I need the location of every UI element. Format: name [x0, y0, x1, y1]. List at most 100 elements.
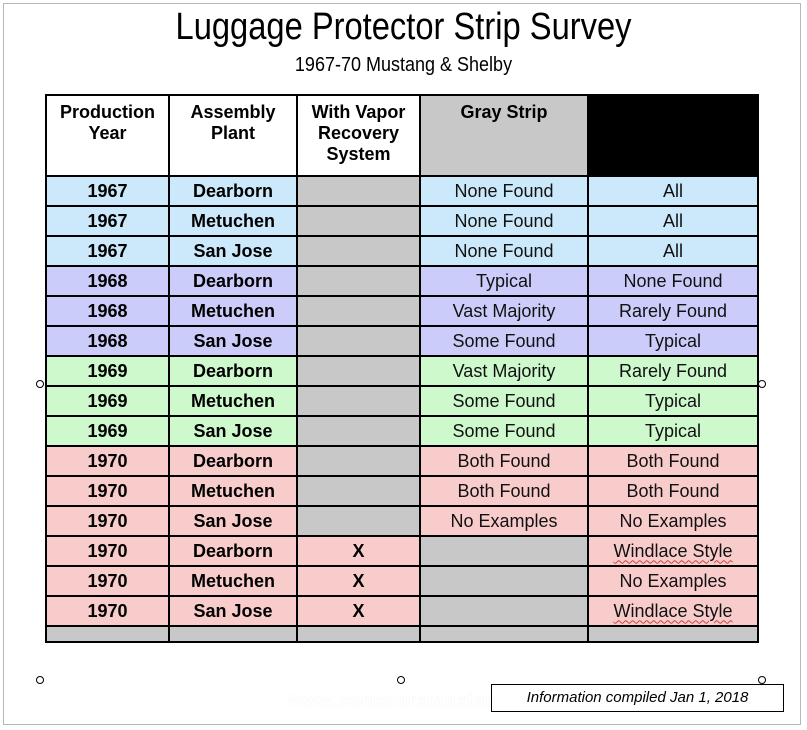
- empty-cell: [419, 625, 589, 643]
- vapor-cell: X: [296, 565, 421, 597]
- year-cell: 1967: [45, 205, 170, 237]
- black-strip-cell: Both Found: [587, 445, 759, 477]
- gray-strip-cell: Vast Majority: [419, 295, 589, 327]
- resize-handle-right-middle[interactable]: [758, 380, 766, 388]
- resize-handle-left-middle[interactable]: [36, 380, 44, 388]
- vapor-cell: [296, 505, 421, 537]
- plant-cell: San Jose: [168, 325, 298, 357]
- plant-cell: San Jose: [168, 595, 298, 627]
- slide-frame: [3, 3, 801, 725]
- year-cell: 1969: [45, 385, 170, 417]
- year-cell: 1968: [45, 265, 170, 297]
- black-strip-cell: Typical: [587, 325, 759, 357]
- page-subtitle: 1967-70 Mustang & Shelby: [294, 54, 513, 76]
- year-cell: 1969: [45, 355, 170, 387]
- plant-cell: Metuchen: [168, 385, 298, 417]
- gray-strip-cell: Both Found: [419, 475, 589, 507]
- black-strip-cell: No Examples: [587, 565, 759, 597]
- spellcheck-word: Windlace Style: [613, 600, 733, 621]
- table-row: 1967 Dearborn None Found All: [45, 175, 759, 207]
- survey-table: Production Year Assembly Plant With Vapo…: [45, 94, 759, 643]
- table-row: 1968 Dearborn Typical None Found: [45, 265, 759, 297]
- gray-strip-cell: Typical: [419, 265, 589, 297]
- table-row: 1970 San Jose X Windlace Style: [45, 595, 759, 627]
- year-cell: 1970: [45, 475, 170, 507]
- table-row: 1970 Dearborn Both Found Both Found: [45, 445, 759, 477]
- black-strip-cell: Windlace Style: [587, 535, 759, 567]
- black-strip-cell: Windlace Style: [587, 595, 759, 627]
- plant-cell: Metuchen: [168, 475, 298, 507]
- plant-cell: Dearborn: [168, 445, 298, 477]
- header-assembly-plant: Assembly Plant: [168, 94, 298, 177]
- plant-cell: Dearborn: [168, 175, 298, 207]
- table-row: 1968 San Jose Some Found Typical: [45, 325, 759, 357]
- header-gray-strip: Gray Strip: [419, 94, 589, 177]
- resize-handle-bottom-left[interactable]: [36, 676, 44, 684]
- gray-strip-cell: [419, 595, 589, 627]
- black-strip-cell: Typical: [587, 415, 759, 447]
- year-cell: 1967: [45, 235, 170, 267]
- year-cell: 1967: [45, 175, 170, 207]
- black-strip-cell: All: [587, 235, 759, 267]
- empty-cell: [168, 625, 298, 643]
- spellcheck-word: Windlace Style: [613, 540, 733, 561]
- gray-strip-cell: [419, 535, 589, 567]
- vapor-cell: [296, 295, 421, 327]
- table-row: 1970 Dearborn X Windlace Style: [45, 535, 759, 567]
- black-strip-cell: All: [587, 175, 759, 207]
- gray-strip-cell: Some Found: [419, 325, 589, 357]
- year-cell: 1970: [45, 505, 170, 537]
- gray-strip-cell: Some Found: [419, 385, 589, 417]
- vapor-cell: [296, 355, 421, 387]
- gray-strip-cell: Some Found: [419, 415, 589, 447]
- plant-cell: Dearborn: [168, 355, 298, 387]
- header-vapor-recovery: With Vapor Recovery System: [296, 94, 421, 177]
- gray-strip-cell: No Examples: [419, 505, 589, 537]
- year-cell: 1970: [45, 565, 170, 597]
- black-strip-cell: Rarely Found: [587, 295, 759, 327]
- vapor-cell: [296, 175, 421, 207]
- black-strip-cell: All: [587, 205, 759, 237]
- plant-cell: Dearborn: [168, 265, 298, 297]
- gray-strip-cell: [419, 565, 589, 597]
- vapor-cell: [296, 415, 421, 447]
- website-watermark: www.concoursmustang: [288, 690, 510, 710]
- year-cell: 1970: [45, 535, 170, 567]
- vapor-cell: [296, 205, 421, 237]
- gray-strip-cell: None Found: [419, 235, 589, 267]
- plant-cell: Metuchen: [168, 295, 298, 327]
- resize-handle-bottom-middle[interactable]: [397, 676, 405, 684]
- black-strip-cell: None Found: [587, 265, 759, 297]
- vapor-cell: [296, 475, 421, 507]
- header-production-year: Production Year: [45, 94, 170, 177]
- header-black-strip: Black Strip: [587, 94, 759, 177]
- plant-cell: Dearborn: [168, 535, 298, 567]
- gray-strip-cell: Both Found: [419, 445, 589, 477]
- empty-cell: [587, 625, 759, 643]
- info-compiled-box: Information compiled Jan 1, 2018: [491, 684, 784, 712]
- black-strip-cell: Rarely Found: [587, 355, 759, 387]
- page-title: Luggage Protector Strip Survey: [175, 6, 632, 48]
- year-cell: 1970: [45, 445, 170, 477]
- year-cell: 1968: [45, 325, 170, 357]
- vapor-cell: [296, 265, 421, 297]
- black-strip-cell: Typical: [587, 385, 759, 417]
- table-row: 1968 Metuchen Vast Majority Rarely Found: [45, 295, 759, 327]
- plant-cell: Metuchen: [168, 565, 298, 597]
- plant-cell: Metuchen: [168, 205, 298, 237]
- year-cell: 1968: [45, 295, 170, 327]
- table-footer-row: [45, 625, 759, 643]
- empty-cell: [296, 625, 421, 643]
- vapor-cell: [296, 385, 421, 417]
- gray-strip-cell: None Found: [419, 175, 589, 207]
- vapor-cell: X: [296, 595, 421, 627]
- resize-handle-bottom-right[interactable]: [758, 676, 766, 684]
- table-row: 1969 Dearborn Vast Majority Rarely Found: [45, 355, 759, 387]
- black-strip-cell: Both Found: [587, 475, 759, 507]
- table-row: 1969 Metuchen Some Found Typical: [45, 385, 759, 417]
- table-row: 1970 Metuchen Both Found Both Found: [45, 475, 759, 507]
- gray-strip-cell: None Found: [419, 205, 589, 237]
- table-row: 1969 San Jose Some Found Typical: [45, 415, 759, 447]
- black-strip-cell: No Examples: [587, 505, 759, 537]
- year-cell: 1970: [45, 595, 170, 627]
